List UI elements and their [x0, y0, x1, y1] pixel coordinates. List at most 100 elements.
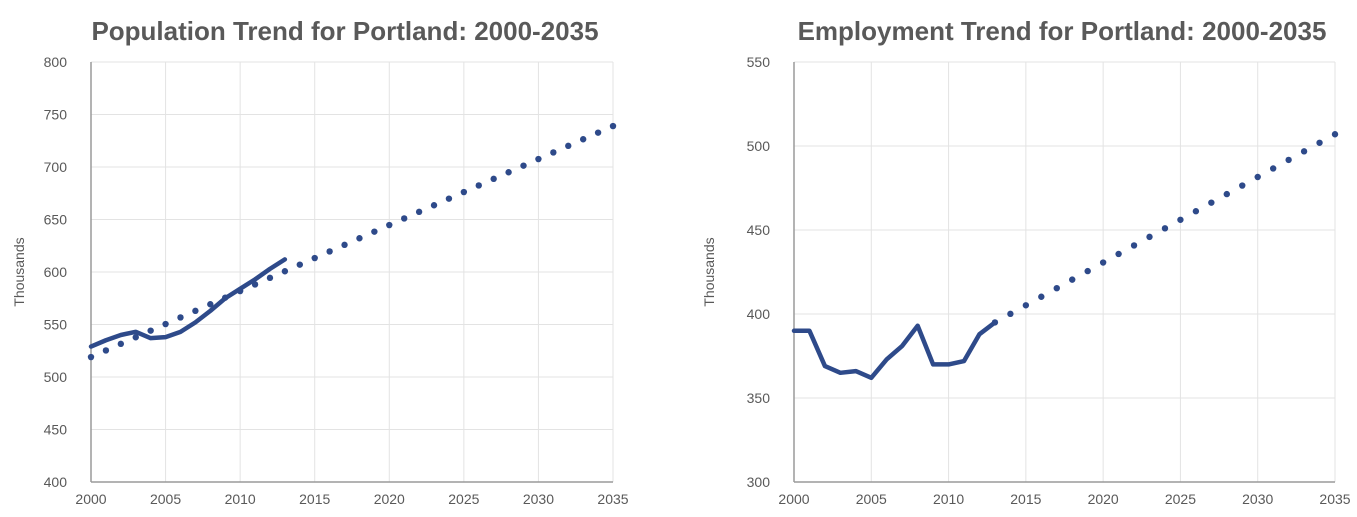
population-ytick-label: 450: [44, 422, 68, 438]
employment-trend-dot: [1285, 156, 1292, 164]
employment-trend-dot: [1130, 242, 1138, 249]
population-trend-dot: [415, 208, 423, 216]
employment-chart-title: Employment Trend for Portland: 2000-2035: [798, 16, 1327, 46]
population-trend-dot: [311, 254, 318, 262]
population-trend-dot: [192, 307, 199, 315]
population-trend-dot: [579, 136, 587, 143]
population-trend-dot: [475, 182, 482, 189]
employment-xtick-label: 2010: [933, 491, 964, 507]
population-trend-dot: [356, 235, 363, 242]
population-trend-dot: [117, 340, 125, 348]
employment-series-solid: [791, 320, 998, 381]
population-trend-dot: [520, 162, 527, 169]
population-trend-dot: [236, 287, 244, 295]
population-trend-dot: [177, 314, 184, 321]
population-xtick-label: 2010: [225, 491, 256, 507]
employment-trend-dot: [1161, 225, 1169, 232]
employment-ytick-label: 550: [747, 54, 771, 70]
population-ytick-label: 600: [44, 264, 68, 280]
population-chart-title: Population Trend for Portland: 2000-2035: [91, 16, 598, 46]
population-trend-dot: [386, 221, 393, 229]
employment-trend-dot: [1084, 267, 1091, 275]
population-ytick-label: 800: [44, 54, 68, 70]
employment-gridlines: [794, 61, 1336, 483]
population-trend-dot: [445, 195, 453, 202]
employment-xtick-label: 2000: [778, 491, 809, 507]
employment-xtick-label: 2035: [1319, 491, 1350, 507]
population-trend-dot: [535, 155, 542, 163]
employment-trend-dot: [1239, 182, 1246, 189]
population-trend-dot: [222, 294, 229, 301]
population-ytick-label: 700: [44, 159, 68, 175]
population-trend-dot: [430, 202, 438, 209]
population-xtick-label: 2025: [448, 491, 479, 507]
population-chart: Population Trend for Portland: 2000-2035…: [0, 0, 650, 517]
employment-series-dotted: [991, 131, 1339, 326]
population-trend-dot: [102, 347, 110, 354]
population-trend-dot: [207, 301, 214, 308]
employment-trend-dot: [1069, 276, 1076, 283]
population-ytick-label: 750: [44, 107, 68, 123]
employment-trend-dot: [1316, 139, 1323, 146]
population-trend-dot: [594, 129, 602, 136]
population-trend-dot: [609, 122, 617, 130]
population-trend-dot: [87, 353, 95, 361]
population-series-dotted: [87, 122, 617, 361]
employment-xtick-label: 2025: [1165, 491, 1196, 507]
population-chart-svg: Population Trend for Portland: 2000-2035…: [11, 16, 629, 507]
employment-trend-dot: [1177, 216, 1184, 223]
population-trend-dot: [296, 261, 303, 268]
population-trend-dot: [266, 274, 274, 282]
population-historical-line: [88, 257, 288, 349]
employment-chart: Employment Trend for Portland: 2000-2035…: [690, 0, 1357, 517]
population-gridlines: [91, 61, 614, 483]
population-trend-dot: [565, 142, 572, 150]
population-xtick-label: 2015: [299, 491, 330, 507]
population-xtick-label: 2000: [75, 491, 106, 507]
employment-trend-dot: [1146, 233, 1153, 241]
employment-xtick-label: 2005: [856, 491, 887, 507]
employment-trend-dot: [1007, 310, 1014, 318]
employment-trend-dot: [1053, 284, 1060, 292]
employment-xtick-label: 2015: [1010, 491, 1041, 507]
population-trend-dot: [147, 327, 154, 334]
population-xtick-label: 2005: [150, 491, 181, 507]
population-trend-dot: [251, 281, 259, 288]
employment-xtick-label: 2020: [1088, 491, 1119, 507]
population-trend-dot: [460, 188, 468, 196]
employment-trend-dot: [1115, 250, 1122, 258]
population-trend-dot: [401, 215, 408, 222]
population-xtick-label: 2020: [374, 491, 405, 507]
population-ytick-label: 650: [44, 212, 68, 228]
population-trend-dot: [162, 320, 169, 328]
population-trend-dot: [132, 334, 139, 341]
employment-ytick-label: 350: [747, 390, 771, 406]
employment-trend-dot: [1300, 148, 1308, 155]
population-ytick-label: 400: [44, 474, 68, 490]
employment-ytick-label: 300: [747, 474, 771, 490]
population-series-solid: [88, 257, 288, 349]
employment-trend-dot: [1099, 259, 1107, 266]
employment-chart-svg: Employment Trend for Portland: 2000-2035…: [701, 16, 1351, 507]
population-trend-dot: [371, 228, 378, 235]
population-ytick-label: 500: [44, 369, 68, 385]
population-xtick-label: 2035: [597, 491, 628, 507]
employment-trend-dot: [1208, 199, 1215, 206]
employment-trend-dot: [1269, 165, 1277, 172]
population-trend-dot: [490, 175, 497, 183]
employment-trend-dot: [991, 319, 999, 326]
population-trend-dot: [505, 169, 512, 176]
population-trend-dot: [341, 241, 348, 249]
employment-trend-dot: [1223, 190, 1230, 198]
population-trend-dot: [281, 268, 289, 275]
employment-trend-dot: [1331, 131, 1339, 138]
employment-historical-line: [791, 320, 998, 381]
employment-y-axis-title: Thousands: [701, 237, 717, 306]
population-trend-dot: [550, 149, 557, 156]
population-ytick-label: 550: [44, 317, 68, 333]
population-xtick-label: 2030: [523, 491, 554, 507]
employment-ytick-label: 450: [747, 222, 771, 238]
population-trend-dot: [326, 248, 333, 255]
employment-xtick-label: 2030: [1242, 491, 1273, 507]
employment-trend-dot: [1022, 302, 1030, 309]
